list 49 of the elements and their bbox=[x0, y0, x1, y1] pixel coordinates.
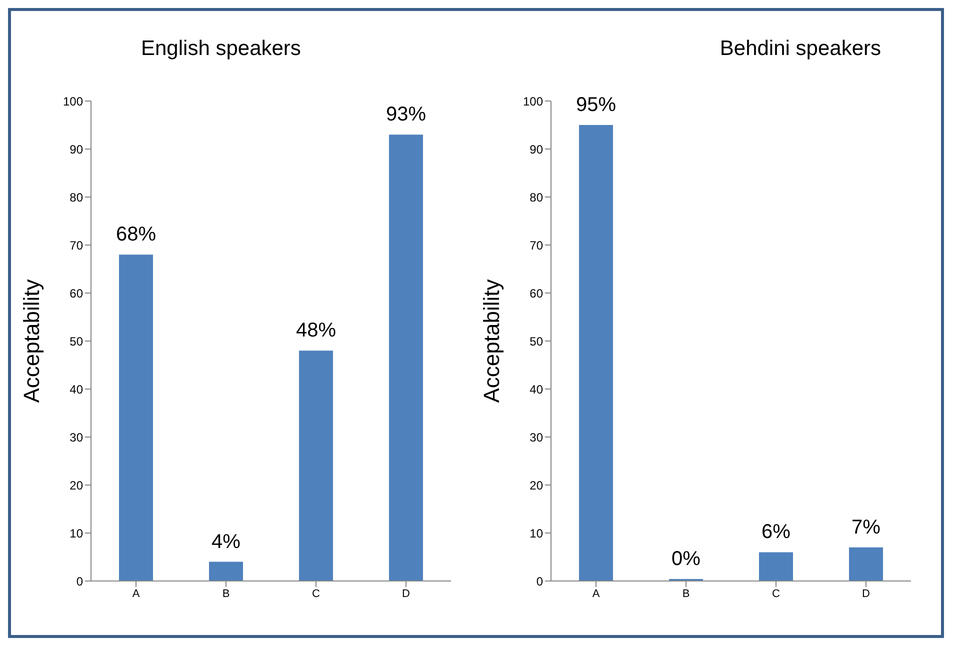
y-tick-label: 40 bbox=[530, 382, 544, 396]
x-tick-label: A bbox=[592, 588, 600, 600]
bar bbox=[579, 125, 613, 581]
data-label: 93% bbox=[386, 104, 426, 126]
y-tick-label: 10 bbox=[70, 526, 84, 540]
bar bbox=[119, 254, 153, 581]
y-tick-label: 80 bbox=[530, 190, 544, 204]
y-tick-label: 10 bbox=[530, 526, 544, 540]
y-tick-label: 60 bbox=[530, 286, 544, 300]
x-tick-label: D bbox=[862, 588, 870, 600]
y-tick-label: 30 bbox=[70, 430, 84, 444]
bar bbox=[389, 134, 423, 581]
y-tick-label: 60 bbox=[70, 286, 84, 300]
y-tick-label: 70 bbox=[70, 238, 84, 252]
y-tick-label: 80 bbox=[70, 190, 84, 204]
y-tick-label: 50 bbox=[70, 334, 84, 348]
y-tick-label: 100 bbox=[522, 94, 544, 108]
x-tick-label: D bbox=[402, 588, 410, 600]
y-tick-label: 40 bbox=[70, 382, 84, 396]
y-axis-title: Acceptability bbox=[478, 279, 504, 403]
y-tick-label: 70 bbox=[530, 238, 544, 252]
x-tick-label: B bbox=[222, 588, 230, 600]
bar bbox=[299, 350, 333, 581]
data-label: 48% bbox=[296, 320, 336, 342]
y-tick-label: 30 bbox=[530, 430, 544, 444]
bar bbox=[759, 552, 793, 581]
chart-title: Behdini speakers bbox=[718, 36, 882, 61]
data-label: 4% bbox=[212, 530, 241, 553]
y-tick-label: 0 bbox=[536, 574, 544, 588]
data-label: 0% bbox=[672, 548, 701, 570]
data-label: 95% bbox=[576, 94, 616, 116]
data-label: 6% bbox=[762, 521, 791, 544]
bar bbox=[209, 562, 243, 581]
x-tick-label: A bbox=[132, 588, 140, 600]
y-tick-label: 90 bbox=[530, 142, 544, 156]
bar bbox=[849, 547, 883, 581]
y-tick-label: 20 bbox=[70, 478, 84, 492]
chart-title: English speakers bbox=[140, 36, 302, 61]
x-tick-label: C bbox=[772, 588, 780, 600]
y-tick-label: 0 bbox=[76, 574, 84, 588]
y-tick-label: 20 bbox=[530, 478, 544, 492]
data-label: 7% bbox=[852, 516, 881, 538]
y-tick-label: 90 bbox=[70, 142, 84, 156]
data-label: 68% bbox=[116, 224, 156, 246]
x-tick-label: C bbox=[312, 588, 320, 600]
y-axis-title: Acceptability bbox=[18, 279, 44, 403]
y-tick-label: 100 bbox=[62, 94, 84, 108]
y-tick-label: 50 bbox=[530, 334, 544, 348]
x-tick-label: B bbox=[682, 588, 690, 600]
